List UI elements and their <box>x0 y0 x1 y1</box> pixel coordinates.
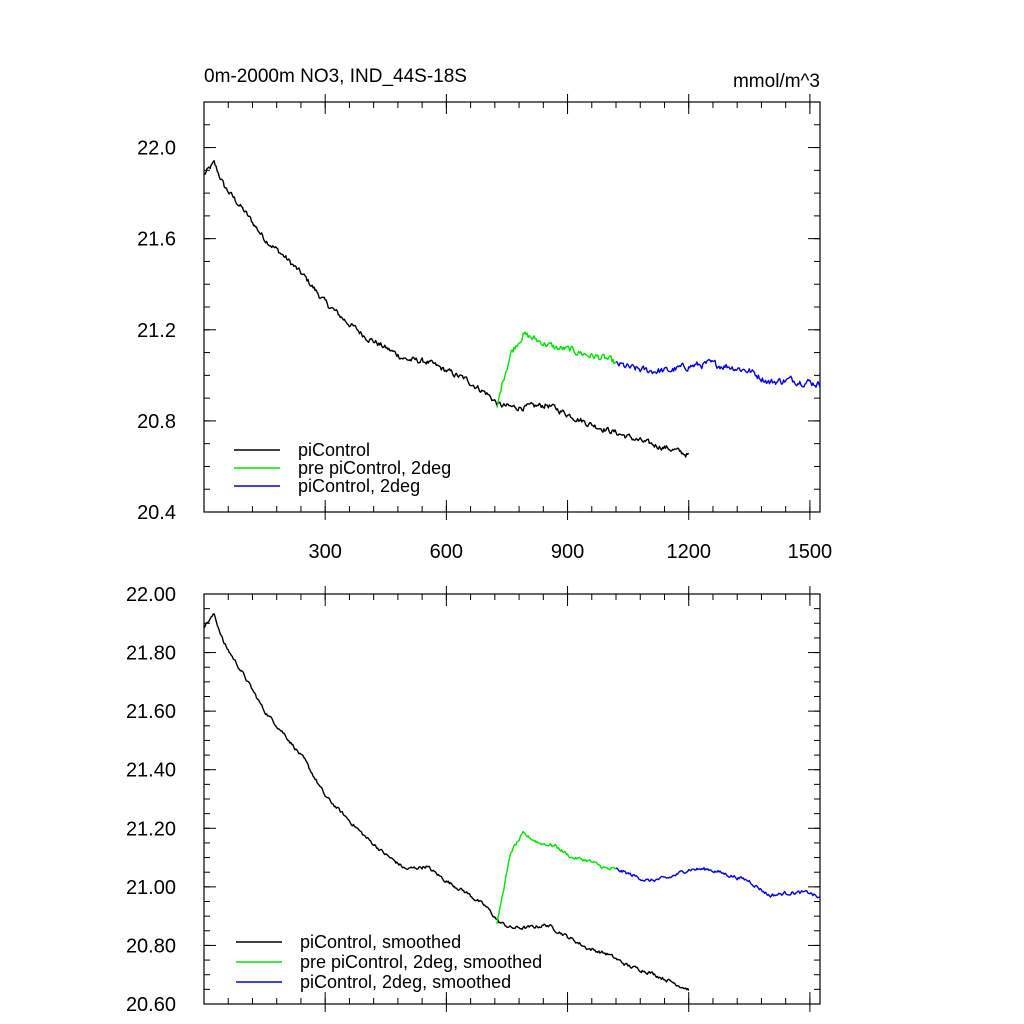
bottom-legend-label-1: piControl, smoothed <box>300 932 461 952</box>
top-x-tick-label: 900 <box>551 541 584 563</box>
top-series-line-1 <box>203 159 690 458</box>
top-legend-label-1: piControl <box>298 440 370 460</box>
top-plot-frame <box>203 101 821 513</box>
top-y-tick-label: 21.2 <box>137 320 176 342</box>
top-x-tick-label: 300 <box>308 541 341 563</box>
top-legend-label-2: pre piControl, 2deg <box>298 458 451 478</box>
bottom-y-tick-label: 20.80 <box>126 935 176 957</box>
top-y-tick-label: 21.6 <box>137 229 176 251</box>
top-x-tick-label: 600 <box>430 541 463 563</box>
bottom-legend-label-3: piControl, 2deg, smoothed <box>300 972 511 992</box>
top-y-tick-label: 20.4 <box>137 502 176 524</box>
bottom-series-line-3 <box>615 867 821 899</box>
top-series-line-3 <box>615 358 821 388</box>
bottom-y-tick-label: 21.60 <box>126 701 176 723</box>
top-legend-label-3: piControl, 2deg <box>298 476 420 496</box>
bottom-series-line-1 <box>203 613 690 991</box>
bottom-y-tick-label: 21.20 <box>126 818 176 840</box>
bottom-series-line-2 <box>496 830 617 925</box>
bottom-y-tick-label: 21.40 <box>126 760 176 782</box>
top-x-tick-label: 1200 <box>666 541 711 563</box>
bottom-y-tick-label: 21.80 <box>126 643 176 665</box>
bottom-legend-label-2: pre piControl, 2deg, smoothed <box>300 952 542 972</box>
top-x-tick-label: 1500 <box>788 541 833 563</box>
bottom-y-tick-label: 22.00 <box>126 584 176 606</box>
top-chart-title: 0m-2000m NO3, IND_44S-18S <box>204 66 467 87</box>
bottom-plot-frame <box>203 593 821 1005</box>
top-series-line-2 <box>496 331 617 408</box>
bottom-y-tick-label: 20.60 <box>126 994 176 1016</box>
bottom-y-tick-label: 21.00 <box>126 877 176 899</box>
bottom-chart-panel: 20.60 20.80 21.00 21.20 21.40 21.60 21.80 22.00… <box>126 584 821 1016</box>
top-y-tick-label: 20.8 <box>137 411 176 433</box>
top-y-tick-label: 22.0 <box>137 138 176 160</box>
top-chart-units: mmol/m^3 <box>733 71 820 92</box>
top-chart-panel: 20.4 20.8 21.2 21.6 22.0 300 600 900 1200 1500 piC… <box>137 94 832 563</box>
